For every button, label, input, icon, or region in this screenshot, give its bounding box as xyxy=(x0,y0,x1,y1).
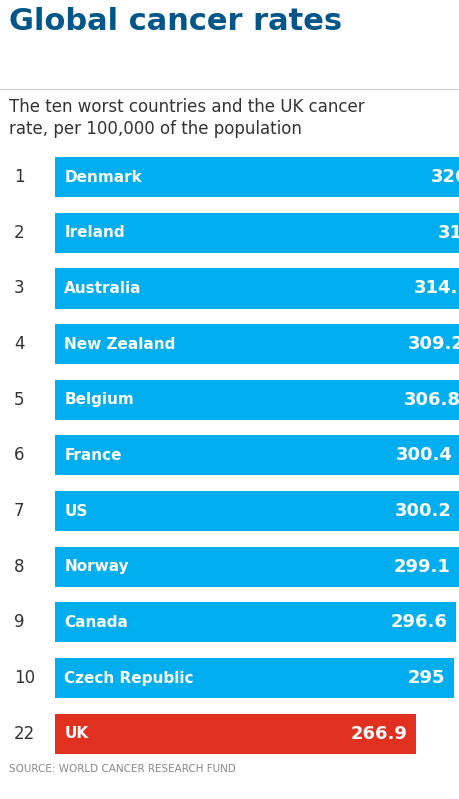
Text: 295: 295 xyxy=(407,669,444,687)
Text: 4: 4 xyxy=(14,335,24,353)
Text: 9: 9 xyxy=(14,614,24,631)
Bar xyxy=(55,547,459,586)
Text: 1: 1 xyxy=(14,169,24,186)
Text: 300.2: 300.2 xyxy=(394,502,451,520)
Text: Ireland: Ireland xyxy=(64,225,125,240)
Text: 299.1: 299.1 xyxy=(393,558,450,576)
Text: 309.2: 309.2 xyxy=(407,335,459,353)
Text: 296.6: 296.6 xyxy=(390,614,446,631)
Bar xyxy=(55,491,459,531)
Bar xyxy=(55,157,459,197)
Text: 2: 2 xyxy=(14,224,24,242)
Bar xyxy=(55,213,459,252)
Text: Canada: Canada xyxy=(64,615,128,630)
Text: 266.9: 266.9 xyxy=(349,725,406,742)
Text: SOURCE: WORLD CANCER RESEARCH FUND: SOURCE: WORLD CANCER RESEARCH FUND xyxy=(9,765,235,774)
Text: France: France xyxy=(64,448,122,463)
Text: 3: 3 xyxy=(14,280,24,297)
Bar xyxy=(55,435,459,475)
Bar xyxy=(55,380,459,419)
Text: 314.1: 314.1 xyxy=(413,280,459,297)
Bar xyxy=(55,602,455,642)
Text: Global cancer rates: Global cancer rates xyxy=(9,7,341,36)
Bar xyxy=(55,658,453,698)
Text: US: US xyxy=(64,503,88,519)
Text: 306.8: 306.8 xyxy=(403,391,459,409)
Text: New Zealand: New Zealand xyxy=(64,336,175,352)
Text: 7: 7 xyxy=(14,502,24,520)
Bar xyxy=(55,268,459,308)
Text: 5: 5 xyxy=(14,391,24,409)
Text: 300.4: 300.4 xyxy=(395,447,452,464)
Text: 8: 8 xyxy=(14,558,24,576)
Text: 10: 10 xyxy=(14,669,35,687)
Text: 22: 22 xyxy=(14,725,35,742)
Bar xyxy=(55,324,459,364)
Text: Denmark: Denmark xyxy=(64,169,142,185)
Text: 317: 317 xyxy=(437,224,459,242)
Bar xyxy=(55,714,415,753)
Text: Czech Republic: Czech Republic xyxy=(64,670,194,686)
Text: 326.1: 326.1 xyxy=(429,169,459,186)
Text: 6: 6 xyxy=(14,447,24,464)
Text: Australia: Australia xyxy=(64,281,141,296)
Text: Norway: Norway xyxy=(64,559,129,574)
Text: Belgium: Belgium xyxy=(64,392,134,407)
Text: UK: UK xyxy=(64,726,88,741)
Text: The ten worst countries and the UK cancer
rate, per 100,000 of the population: The ten worst countries and the UK cance… xyxy=(9,97,364,138)
